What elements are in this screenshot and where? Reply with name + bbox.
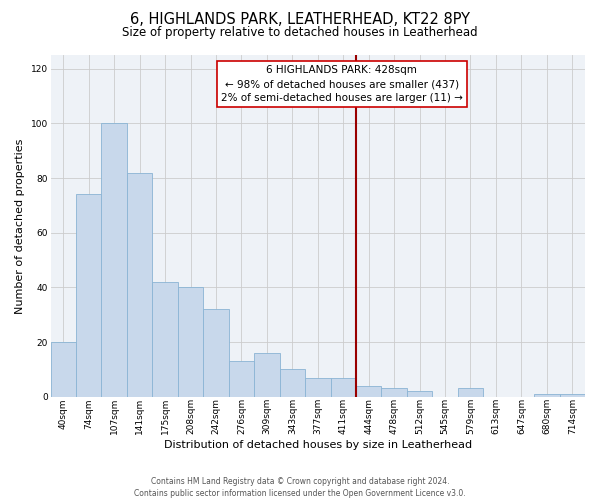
Bar xyxy=(305,378,331,396)
Bar xyxy=(407,391,433,396)
Text: 6, HIGHLANDS PARK, LEATHERHEAD, KT22 8PY: 6, HIGHLANDS PARK, LEATHERHEAD, KT22 8PY xyxy=(130,12,470,28)
Bar xyxy=(458,388,483,396)
Bar xyxy=(50,342,76,396)
Text: Contains HM Land Registry data © Crown copyright and database right 2024.
Contai: Contains HM Land Registry data © Crown c… xyxy=(134,476,466,498)
Bar xyxy=(101,124,127,396)
Bar xyxy=(203,309,229,396)
Bar xyxy=(534,394,560,396)
Bar xyxy=(76,194,101,396)
Bar xyxy=(152,282,178,397)
Bar xyxy=(382,388,407,396)
Text: 6 HIGHLANDS PARK: 428sqm
← 98% of detached houses are smaller (437)
2% of semi-d: 6 HIGHLANDS PARK: 428sqm ← 98% of detach… xyxy=(221,66,463,104)
X-axis label: Distribution of detached houses by size in Leatherhead: Distribution of detached houses by size … xyxy=(164,440,472,450)
Bar xyxy=(127,172,152,396)
Bar xyxy=(331,378,356,396)
Bar xyxy=(229,361,254,396)
Text: Size of property relative to detached houses in Leatherhead: Size of property relative to detached ho… xyxy=(122,26,478,39)
Bar xyxy=(560,394,585,396)
Y-axis label: Number of detached properties: Number of detached properties xyxy=(15,138,25,314)
Bar xyxy=(254,353,280,397)
Bar xyxy=(280,370,305,396)
Bar xyxy=(178,288,203,397)
Bar xyxy=(356,386,382,396)
